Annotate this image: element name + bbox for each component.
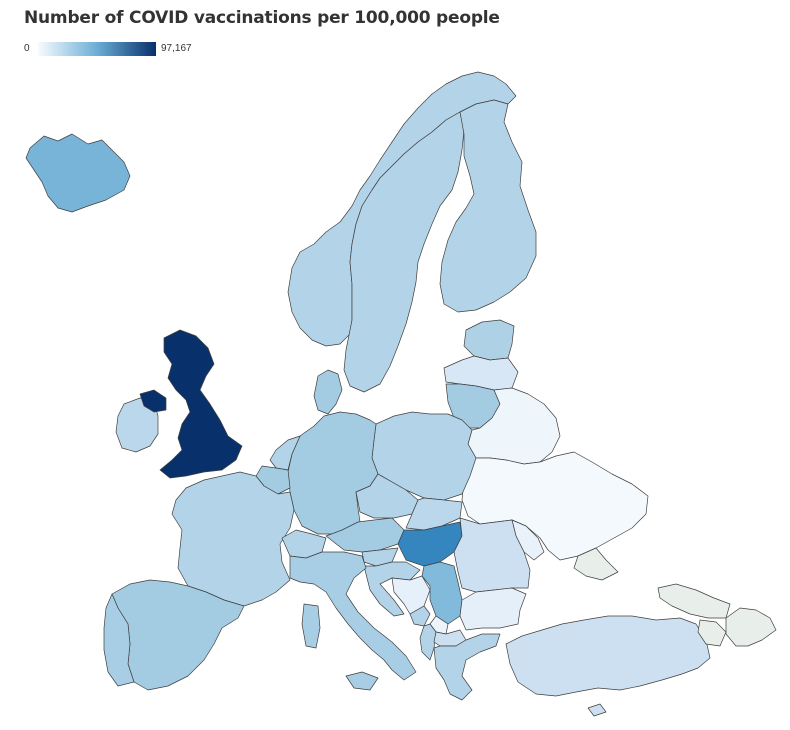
region-hungary[interactable] (397, 521, 463, 567)
legend-min-label: 0 (24, 43, 30, 54)
region-cyprus[interactable] (587, 703, 607, 717)
region-northern-ireland[interactable] (139, 389, 167, 413)
region-serbia[interactable] (421, 561, 463, 625)
region-iceland[interactable] (25, 133, 131, 213)
region-estonia[interactable] (463, 319, 515, 361)
region-netherlands[interactable] (269, 435, 301, 471)
region-germany[interactable] (287, 411, 379, 535)
region-finland[interactable] (439, 99, 537, 313)
region-greece[interactable] (433, 633, 501, 701)
chart-title: Number of COVID vaccinations per 100,000… (24, 8, 500, 28)
region-united-kingdom[interactable] (159, 329, 243, 479)
region-georgia[interactable] (657, 583, 731, 619)
region-croatia[interactable] (363, 561, 421, 617)
region-france[interactable] (171, 471, 295, 607)
region-russia[interactable] (573, 547, 619, 581)
region-montenegro[interactable] (409, 605, 431, 627)
region-azerbaijan[interactable] (725, 607, 777, 647)
legend-max-label: 97,167 (161, 43, 192, 54)
region-slovakia[interactable] (405, 497, 463, 531)
region-denmark[interactable] (313, 369, 343, 415)
region-albania[interactable] (419, 623, 437, 661)
legend-gradient-bar (38, 42, 156, 56)
region-portugal[interactable] (103, 593, 135, 687)
region-bulgaria[interactable] (459, 587, 527, 631)
region-italy[interactable] (289, 551, 417, 691)
region-turkey[interactable] (505, 615, 711, 697)
region-romania[interactable] (453, 517, 531, 593)
region-sweden[interactable] (343, 111, 465, 393)
region-armenia[interactable] (697, 619, 727, 647)
